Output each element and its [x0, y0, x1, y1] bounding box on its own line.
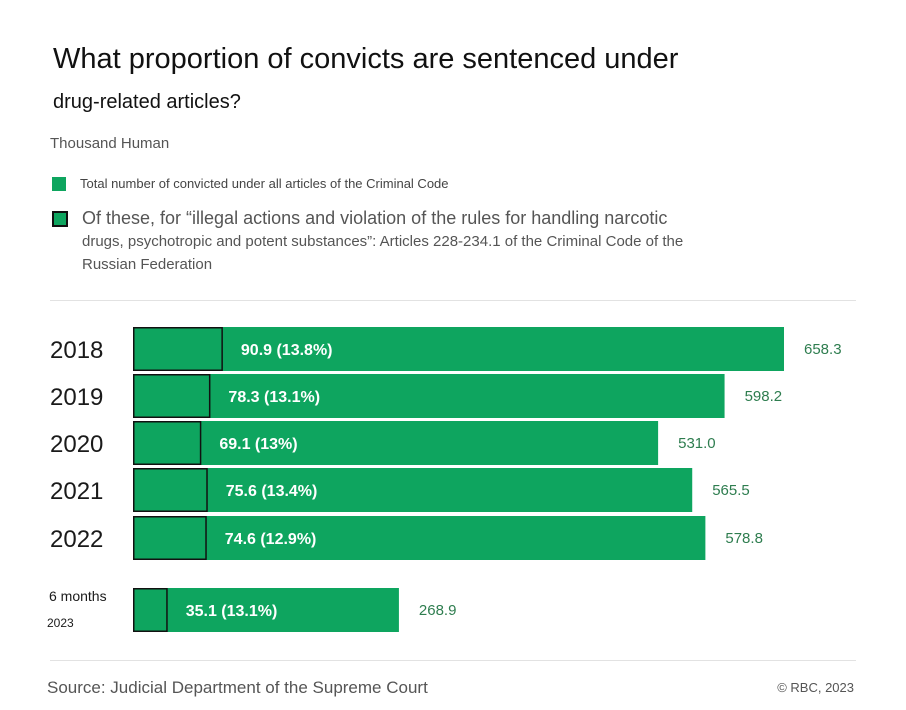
total-value-label: 598.2: [745, 388, 783, 405]
year-label-partial-line2: 2023: [47, 616, 74, 630]
legend-item-drug: Of these, for “illegal actions and viola…: [52, 207, 822, 276]
year-label: 2021: [50, 478, 103, 505]
drug-bar-1: [133, 327, 223, 371]
legend-label-drug-line3: Russian Federation: [82, 256, 213, 273]
total-value-label: 658.3: [804, 341, 842, 358]
drug-value-label: 75.6 (13.4%): [226, 483, 318, 500]
drug-bar-2: [133, 374, 211, 418]
drug-value-label: 78.3 (13.1%): [228, 389, 320, 406]
legend-swatch-total: [52, 177, 66, 191]
year-label-partial-line1: 6 months: [49, 588, 107, 604]
total-bar-3: [133, 421, 659, 465]
total-value-label: 578.8: [725, 530, 763, 547]
year-label: 2018: [50, 337, 103, 364]
year-label: 2022: [50, 526, 103, 553]
drug-value-label: 35.1 (13.1%): [186, 603, 278, 620]
total-bar-4: [133, 468, 693, 512]
chart-title: What proportion of convicts are sentence…: [53, 43, 679, 75]
drug-value-label: 90.9 (13.8%): [241, 342, 333, 359]
total-bar-2: [133, 374, 725, 418]
drug-value-label: 74.6 (12.9%): [225, 531, 317, 548]
total-value-label: 531.0: [678, 435, 716, 452]
chart-subtitle: drug-related articles?: [53, 91, 241, 113]
drug-bar-6: [133, 588, 168, 632]
divider-bottom: [50, 660, 856, 661]
divider-top: [50, 300, 856, 301]
drug-bar-4: [133, 468, 208, 512]
year-label: 2019: [50, 384, 103, 411]
legend-label-drug-line1: Of these, for “illegal actions and viola…: [82, 208, 668, 228]
drug-bar-3: [133, 421, 202, 465]
copyright-note: © RBC, 2023: [777, 680, 854, 695]
total-bar-1: [133, 327, 784, 371]
year-label: 2020: [50, 431, 103, 458]
drug-value-label: 69.1 (13%): [219, 436, 297, 453]
total-bar-6: [133, 588, 399, 632]
legend-label-drug-line2: drugs, psychotropic and potent substance…: [82, 233, 684, 250]
legend-label-drug: Of these, for “illegal actions and viola…: [82, 207, 822, 276]
source-note: Source: Judicial Department of the Supre…: [47, 678, 428, 697]
drug-bar-5: [133, 516, 207, 560]
legend-label-total: Total number of convicted under all arti…: [80, 176, 449, 191]
legend-item-total: Total number of convicted under all arti…: [52, 175, 449, 191]
legend-swatch-drug: [52, 211, 68, 227]
total-value-label: 268.9: [419, 602, 457, 619]
total-value-label: 565.5: [712, 482, 750, 499]
total-bar-5: [133, 516, 706, 560]
unit-label: Thousand Human: [50, 135, 170, 152]
